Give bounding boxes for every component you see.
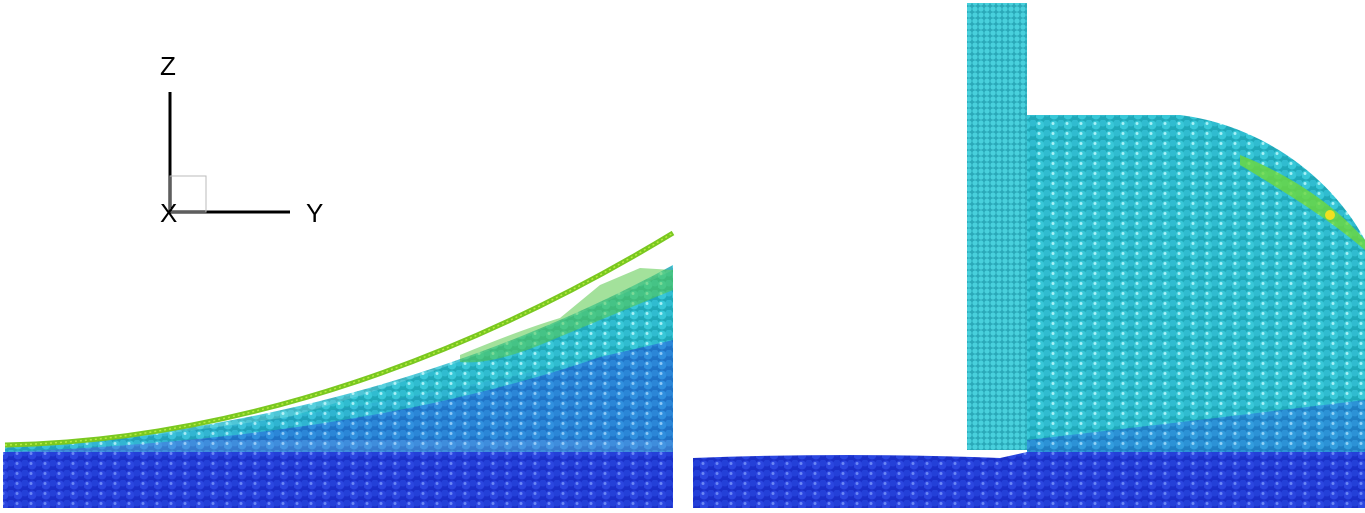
right-yellow-particle: [1325, 210, 1335, 220]
right-column: [967, 3, 1027, 450]
left-pile-upper: [5, 265, 673, 452]
y-label: Y: [306, 198, 323, 228]
right-bed: [693, 452, 1365, 508]
right-pile: [1027, 115, 1365, 460]
z-label: Z: [160, 51, 176, 81]
x-label: X: [160, 198, 177, 228]
left-panel: [3, 230, 675, 508]
right-pile-green-edge: [1240, 155, 1365, 250]
left-green-patches: [460, 268, 673, 363]
axis-triad: Z X Y: [160, 51, 323, 228]
right-panel: [693, 3, 1365, 508]
left-pile-mid: [5, 340, 673, 460]
origin-box: [169, 175, 207, 213]
left-bed: [3, 452, 673, 508]
